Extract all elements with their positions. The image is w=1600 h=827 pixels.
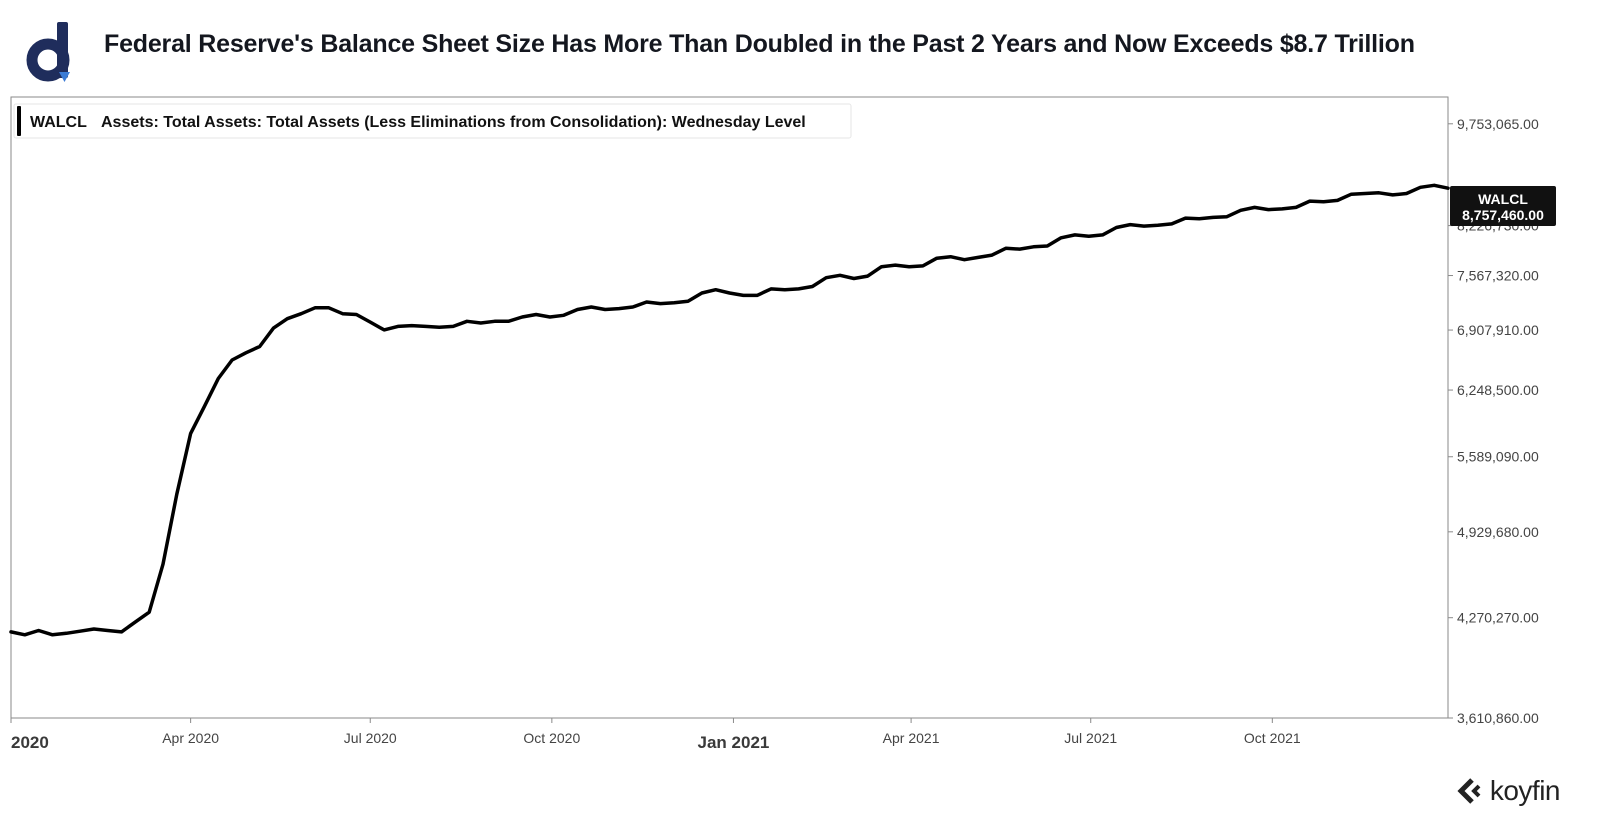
y-tick-label: 4,270,270.00 <box>1457 610 1539 626</box>
legend-description: Assets: Total Assets: Total Assets (Less… <box>101 114 806 131</box>
y-tick-label: 9,753,065.00 <box>1457 116 1539 132</box>
legend-box <box>13 103 852 139</box>
legend-swatch <box>17 106 21 136</box>
y-tick-label: 7,567,320.00 <box>1457 268 1539 284</box>
y-tick-label: 3,610,860.00 <box>1457 710 1539 726</box>
x-tick-label: 2020 <box>11 733 49 752</box>
watermark-text: koyfin <box>1489 775 1561 806</box>
x-tick-label: Apr 2020 <box>162 730 219 746</box>
callout-box <box>1450 186 1556 226</box>
x-tick-label: Jan 2021 <box>698 733 770 752</box>
watermark: koyfin <box>1454 775 1561 807</box>
callout-value: 8,757,460.00 <box>1462 207 1544 223</box>
y-tick-label: 4,929,680.00 <box>1457 524 1539 540</box>
brand-logo-icon <box>26 22 70 82</box>
x-axis-ticks: 2020 Apr 2020 Jul 2020 Oct 2020 Jan 2021 Apr … <box>10 718 1301 752</box>
plot-frame <box>10 96 1449 719</box>
last-value-callout: WALCL 8,757,460.00 <box>1450 186 1556 226</box>
page-title: Federal Reserve's Balance Sheet Size Has… <box>104 30 1415 58</box>
x-tick-label: Oct 2021 <box>1244 730 1301 746</box>
y-tick-label: 6,248,500.00 <box>1457 382 1539 398</box>
x-tick-label: Oct 2020 <box>523 730 580 746</box>
x-tick-label: Apr 2021 <box>883 730 940 746</box>
callout-ticker: WALCL <box>1478 191 1528 207</box>
y-tick-label: 5,589,090.00 <box>1457 449 1539 465</box>
y-tick-label: 6,907,910.00 <box>1457 322 1539 338</box>
x-tick-label: Jul 2021 <box>1064 730 1117 746</box>
series-line-walcl <box>9 183 1450 637</box>
x-tick-label: Jul 2020 <box>344 730 397 746</box>
legend-ticker: WALCL <box>30 114 87 131</box>
legend: WALCL Assets: Total Assets: Total Assets… <box>13 103 852 139</box>
koyfin-logo-icon <box>1457 778 1481 804</box>
